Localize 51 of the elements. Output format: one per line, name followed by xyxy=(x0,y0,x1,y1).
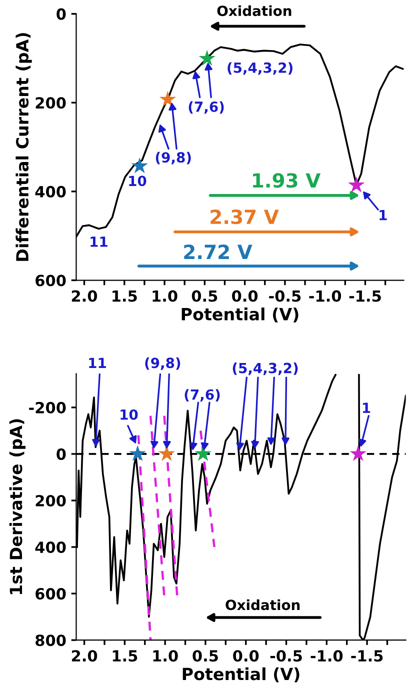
annotation: 10 xyxy=(129,176,146,186)
annotation: 1 xyxy=(380,210,387,220)
y-tick-label: -200 xyxy=(29,402,66,414)
annotation: 2.37 V xyxy=(210,209,279,224)
x-tick-label: 1.0 xyxy=(153,650,178,662)
x-tick-label: 1.0 xyxy=(152,290,178,302)
annotation: 11 xyxy=(90,236,108,247)
annotation: (7,6) xyxy=(188,101,224,114)
y-tick-label: 0 xyxy=(56,448,66,460)
annotation: Oxidation xyxy=(226,599,300,610)
annotation: 1 xyxy=(362,402,370,413)
annotation: (5,4,3,2) xyxy=(228,62,292,75)
x-tick-label: -0.5 xyxy=(269,290,301,302)
y-axis-title: 1st Derivative (pA) xyxy=(9,419,26,594)
annotation: (7,6) xyxy=(184,389,220,402)
x-tick-label: -1.5 xyxy=(351,650,383,662)
x-axis-title: Potential (V) xyxy=(182,308,298,322)
point xyxy=(131,157,148,174)
x-tick-label: 0.5 xyxy=(192,290,218,302)
y-tick-label: 800 xyxy=(36,634,66,646)
annotation: 10 xyxy=(120,409,138,420)
annotation: 11 xyxy=(89,358,106,368)
y-tick-label: 200 xyxy=(36,97,66,109)
y-tick-label: 0 xyxy=(56,8,66,20)
x-tick-label: 1.5 xyxy=(112,650,138,662)
x-axis-title: Potential (V) xyxy=(182,667,300,682)
y-tick-label: 200 xyxy=(36,494,66,507)
annotation: Oxidation xyxy=(217,5,292,16)
y-tick-label: 600 xyxy=(36,274,66,286)
x-tick-label: -1.5 xyxy=(349,290,381,302)
x-tick-label: -0.5 xyxy=(270,650,302,662)
point xyxy=(348,176,365,192)
y-axis-title: Differential Current (pA) xyxy=(16,33,32,261)
point xyxy=(159,90,176,107)
x-tick-label: -1.0 xyxy=(310,650,343,662)
x-tick-label: 0.0 xyxy=(233,650,259,662)
y-tick-label: 400 xyxy=(35,186,66,198)
annotation: (9,8) xyxy=(145,357,180,370)
annotation: 2.72 V xyxy=(184,244,252,259)
annotation: 1.93 V xyxy=(253,173,321,188)
x-tick-label: -1.0 xyxy=(309,290,342,302)
x-tick-label: 0.0 xyxy=(232,290,258,302)
x-tick-label: 0.5 xyxy=(192,650,218,662)
point xyxy=(198,50,216,66)
x-tick-label: 2.0 xyxy=(72,650,98,662)
y-tick-label: 400 xyxy=(35,541,66,554)
y-tick-label: 600 xyxy=(36,588,66,600)
x-tick-label: 2.0 xyxy=(72,290,98,302)
annotation: (9,8) xyxy=(156,152,191,164)
annotation: (5,4,3,2) xyxy=(232,362,298,376)
x-tick-label: 1.5 xyxy=(112,290,137,302)
